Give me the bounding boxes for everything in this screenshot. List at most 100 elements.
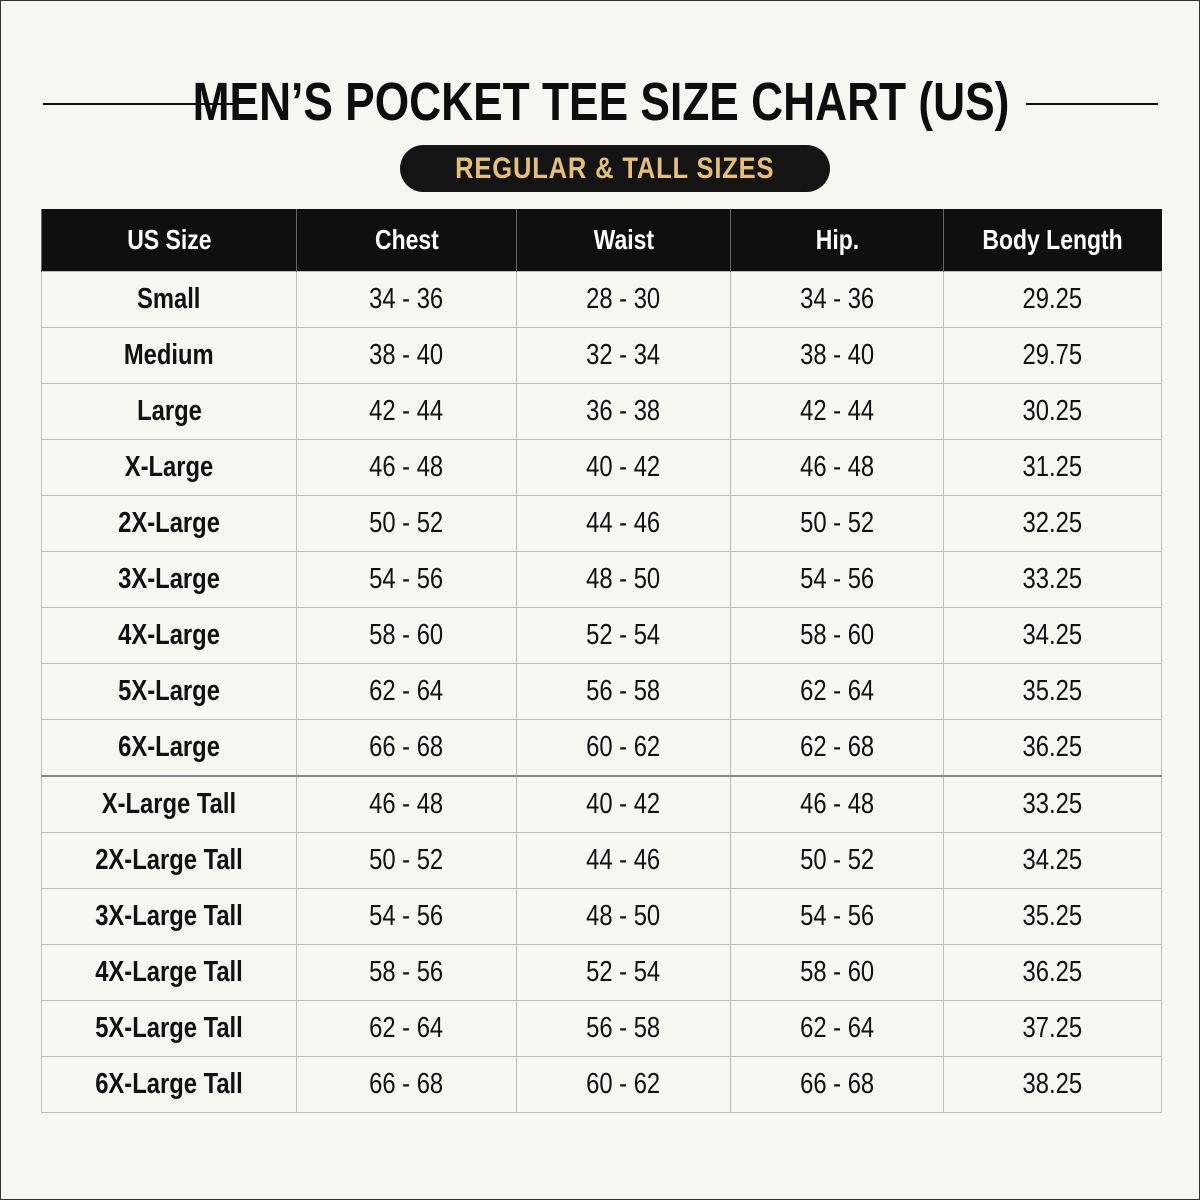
measure-cell: 34.25 [943, 832, 1162, 889]
cell-text: 32.25 [1022, 507, 1083, 539]
cell-text: 5X-Large Tall [95, 1012, 243, 1044]
cell-text: 35.25 [1022, 675, 1083, 707]
size-cell: 3X-Large [41, 551, 297, 608]
measure-cell: 60 - 62 [516, 1056, 731, 1113]
cell-text: 44 - 46 [586, 507, 661, 539]
size-cell: X-Large Tall [41, 775, 297, 833]
column-header: Hip. [730, 209, 944, 272]
table-row: Medium 38 - 40 32 - 34 38 - 40 29.75 [41, 327, 1162, 384]
cell-text: 37.25 [1022, 1012, 1083, 1044]
size-cell: 5X-Large Tall [41, 1000, 297, 1057]
measure-cell: 54 - 56 [296, 888, 517, 945]
measure-cell: 50 - 52 [296, 832, 517, 889]
measure-cell: 31.25 [943, 439, 1162, 496]
cell-text: X-Large Tall [101, 788, 237, 820]
measure-cell: 40 - 42 [516, 775, 731, 833]
cell-text: 50 - 52 [799, 507, 875, 539]
cell-text: 58 - 60 [799, 956, 875, 988]
measure-cell: 29.25 [943, 271, 1162, 328]
cell-text: 66 - 68 [799, 1068, 875, 1100]
table-row: 3X-Large Tall 54 - 56 48 - 50 54 - 56 35.25 [41, 888, 1162, 945]
column-header-text: US Size [126, 224, 212, 255]
cell-text: 50 - 52 [799, 844, 875, 876]
measure-cell: 37.25 [943, 1000, 1162, 1057]
cell-text: 62 - 64 [369, 675, 444, 707]
subtitle: REGULAR & TALL SIZES [455, 152, 775, 185]
cell-text: 60 - 62 [586, 731, 661, 763]
cell-text: 44 - 46 [586, 844, 661, 876]
table-row: Small 34 - 36 28 - 30 34 - 36 29.25 [41, 271, 1162, 328]
cell-text: 54 - 56 [799, 563, 875, 595]
measure-cell: 36.25 [943, 719, 1162, 777]
size-cell: X-Large [41, 439, 297, 496]
cell-text: 30.25 [1022, 395, 1083, 427]
cell-text: 58 - 60 [799, 619, 875, 651]
measure-cell: 62 - 64 [296, 1000, 517, 1057]
measure-cell: 50 - 52 [296, 495, 517, 552]
cell-text: 56 - 58 [586, 1012, 661, 1044]
cell-text: 56 - 58 [586, 675, 661, 707]
measure-cell: 48 - 50 [516, 551, 731, 608]
measure-cell: 34.25 [943, 607, 1162, 664]
measure-cell: 38 - 40 [296, 327, 517, 384]
table-row: X-Large 46 - 48 40 - 42 46 - 48 31.25 [41, 439, 1162, 496]
cell-text: 52 - 54 [586, 619, 661, 651]
cell-text: 36 - 38 [586, 395, 661, 427]
measure-cell: 42 - 44 [730, 383, 944, 440]
measure-cell: 52 - 54 [516, 944, 731, 1001]
measure-cell: 30.25 [943, 383, 1162, 440]
cell-text: 5X-Large [118, 675, 220, 707]
size-cell: 6X-Large [41, 719, 297, 777]
measure-cell: 34 - 36 [296, 271, 517, 328]
cell-text: 4X-Large [118, 619, 220, 651]
size-cell: 4X-Large Tall [41, 944, 297, 1001]
cell-text: 48 - 50 [586, 900, 661, 932]
measure-cell: 38 - 40 [730, 327, 944, 384]
cell-text: 42 - 44 [369, 395, 444, 427]
cell-text: 46 - 48 [799, 788, 875, 820]
cell-text: Large [136, 395, 202, 427]
table-row: Large 42 - 44 36 - 38 42 - 44 30.25 [41, 383, 1162, 440]
table-row: 4X-Large 58 - 60 52 - 54 58 - 60 34.25 [41, 607, 1162, 664]
cell-text: 66 - 68 [369, 1068, 444, 1100]
cell-text: 6X-Large Tall [95, 1068, 243, 1100]
measure-cell: 52 - 54 [516, 607, 731, 664]
cell-text: 50 - 52 [369, 844, 444, 876]
cell-text: 2X-Large [118, 507, 220, 539]
column-header: Waist [516, 209, 731, 272]
cell-text: 3X-Large Tall [95, 900, 243, 932]
measure-cell: 58 - 60 [296, 607, 517, 664]
measure-cell: 40 - 42 [516, 439, 731, 496]
cell-text: 62 - 64 [799, 1012, 875, 1044]
measure-cell: 58 - 60 [730, 944, 944, 1001]
cell-text: 52 - 54 [586, 956, 661, 988]
measure-cell: 34 - 36 [730, 271, 944, 328]
size-cell: 3X-Large Tall [41, 888, 297, 945]
cell-text: 62 - 64 [369, 1012, 444, 1044]
cell-text: 38 - 40 [799, 339, 875, 371]
cell-text: 54 - 56 [799, 900, 875, 932]
measure-cell: 29.75 [943, 327, 1162, 384]
measure-cell: 58 - 56 [296, 944, 517, 1001]
size-cell: Small [41, 271, 297, 328]
cell-text: 50 - 52 [369, 507, 444, 539]
measure-cell: 36 - 38 [516, 383, 731, 440]
table-body: Small 34 - 36 28 - 30 34 - 36 29.25 Medium 38 … [41, 271, 1162, 1113]
table-row: 2X-Large 50 - 52 44 - 46 50 - 52 32.25 [41, 495, 1162, 552]
cell-text: 34.25 [1022, 844, 1083, 876]
measure-cell: 62 - 64 [296, 663, 517, 720]
measure-cell: 44 - 46 [516, 832, 731, 889]
measure-cell: 48 - 50 [516, 888, 731, 945]
measure-cell: 54 - 56 [296, 551, 517, 608]
table-row: 5X-Large 62 - 64 56 - 58 62 - 64 35.25 [41, 663, 1162, 720]
cell-text: Medium [124, 339, 214, 371]
table-row: 4X-Large Tall 58 - 56 52 - 54 58 - 60 36.25 [41, 944, 1162, 1001]
subtitle-badge: REGULAR & TALL SIZES [400, 145, 830, 192]
cell-text: 40 - 42 [586, 788, 661, 820]
size-cell: 6X-Large Tall [41, 1056, 297, 1113]
title: MEN’S POCKET TEE SIZE CHART (US) [1, 71, 1200, 133]
cell-text: 31.25 [1022, 451, 1083, 483]
column-header: Body Length [943, 209, 1162, 272]
cell-text: 34.25 [1022, 619, 1083, 651]
